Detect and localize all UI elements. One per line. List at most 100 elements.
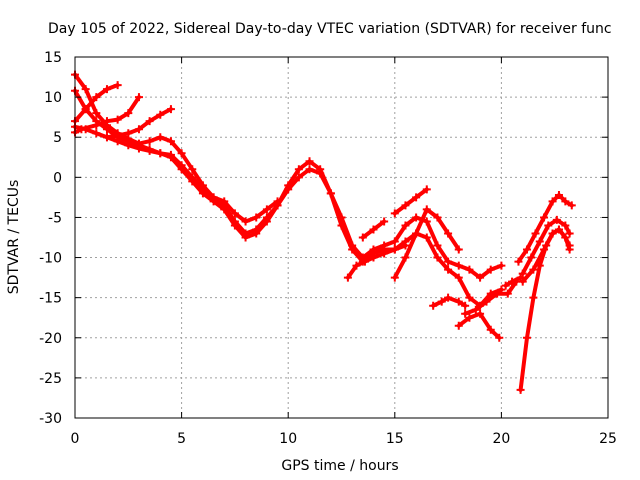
data-point-sat-p (529, 265, 538, 274)
data-point-sat-e (102, 85, 111, 94)
data-point-sat-k (429, 301, 438, 310)
series-line-sat-n (516, 193, 574, 264)
data-point-sat-o (544, 221, 553, 230)
data-point-sat-c (177, 149, 186, 158)
data-point-sat-k (444, 293, 453, 302)
data-point-sat-i (412, 193, 421, 202)
data-point-sat-b (422, 233, 431, 242)
plot-frame (74, 56, 609, 419)
y-axis-label: SDTVAR / TECUs (6, 180, 22, 295)
data-point-sat-h (454, 245, 463, 254)
data-point-sat-l (465, 313, 474, 322)
data-point-sat-q (561, 233, 570, 242)
data-point-sat-b (284, 181, 293, 190)
data-point-sat-a (497, 261, 506, 270)
data-point-sat-a (412, 213, 421, 222)
series-line-sat-q (518, 227, 572, 392)
data-point-sat-b (166, 153, 175, 162)
x-tick-label: 25 (599, 431, 617, 447)
data-point-sat-a (390, 237, 399, 246)
x-tick-label: 20 (492, 431, 510, 447)
data-point-sat-h (390, 273, 399, 282)
data-point-sat-f (145, 117, 154, 126)
data-point-sat-l (486, 325, 495, 334)
data-point-sat-n (514, 257, 523, 266)
y-tick-label: -30 (39, 411, 62, 427)
data-point-sat-c (209, 193, 218, 202)
data-point-sat-c (156, 133, 165, 142)
data-point-sat-n (561, 197, 570, 206)
data-point-sat-k (437, 297, 446, 306)
data-point-sat-b (337, 221, 346, 230)
data-point-sat-j (369, 225, 378, 234)
data-point-sat-b (444, 265, 453, 274)
data-point-sat-f (156, 110, 165, 119)
data-point-sat-i (401, 201, 410, 210)
data-point-sat-f (134, 125, 143, 134)
data-point-sat-b (305, 157, 314, 166)
data-point-sat-f (166, 105, 175, 114)
chart-title: Day 105 of 2022, Sidereal Day-to-day VTE… (48, 21, 612, 37)
data-point-sat-k (461, 301, 470, 310)
data-point-sat-c (92, 109, 101, 118)
data-point-sat-b (198, 189, 207, 198)
data-point-sat-a (476, 273, 485, 282)
data-point-sat-c (134, 139, 143, 148)
data-point-sat-j (380, 217, 389, 226)
data-point-sat-b (465, 293, 474, 302)
data-point-sat-c (188, 165, 197, 174)
data-point-sat-i (422, 185, 431, 194)
data-point-sat-c (220, 197, 229, 206)
data-point-sat-a (294, 173, 303, 182)
data-point-sat-c (241, 217, 250, 226)
data-point-sat-h (444, 229, 453, 238)
data-point-sat-d (134, 93, 143, 102)
y-tick-label: 5 (53, 130, 62, 146)
data-point-sat-d (102, 117, 111, 126)
data-point-sat-m (471, 305, 480, 314)
series-line-sat-c (73, 72, 280, 224)
data-point-sat-g (390, 245, 399, 254)
data-point-sat-l (476, 309, 485, 318)
data-point-sat-o (518, 269, 527, 278)
y-tick-label: -15 (39, 291, 62, 307)
data-point-sat-j (358, 233, 367, 242)
data-point-sat-n (554, 190, 563, 199)
data-point-sat-q (529, 293, 538, 302)
data-point-sat-a (305, 165, 314, 174)
y-tick-label: -20 (39, 331, 62, 347)
data-point-sat-l (495, 333, 504, 342)
data-point-sat-b (294, 165, 303, 174)
data-point-sat-r (508, 277, 517, 286)
data-point-sat-q (522, 333, 531, 342)
x-tick-label: 0 (71, 431, 80, 447)
data-point-sat-p (518, 277, 527, 286)
data-point-sat-c (252, 213, 261, 222)
data-point-sat-g (343, 273, 352, 282)
axis-ticks: 0 5 10 15 20 25 15 10 5 0 -5 -10 -15 -20 -25 -30 (39, 50, 617, 447)
data-point-sat-e (81, 105, 90, 114)
data-point-sat-h (433, 213, 442, 222)
data-point-sat-c (262, 205, 271, 214)
y-tick-label: 15 (44, 50, 62, 66)
data-point-sat-b (262, 217, 271, 226)
data-point-sat-q (542, 241, 551, 250)
data-point-sat-n (567, 201, 576, 210)
series-line-sat-i (392, 187, 429, 216)
data-point-sat-b (241, 233, 250, 242)
data-point-sat-b (145, 145, 154, 154)
data-point-sat-d (124, 109, 133, 118)
data-point-sat-f (124, 129, 133, 138)
data-point-sat-a (401, 221, 410, 230)
data-point-sat-h (422, 205, 431, 214)
data-point-sat-m (482, 297, 491, 306)
x-axis-label: GPS time / hours (281, 458, 398, 474)
data-point-sat-r (516, 273, 525, 282)
data-point-sat-e (92, 93, 101, 102)
data-point-sat-m (493, 289, 502, 298)
data-point-sat-r (501, 281, 510, 290)
data-point-sat-o (527, 253, 536, 262)
data-point-sat-n (540, 213, 549, 222)
data-point-sat-f (113, 131, 122, 140)
data-point-sat-q (516, 385, 525, 394)
